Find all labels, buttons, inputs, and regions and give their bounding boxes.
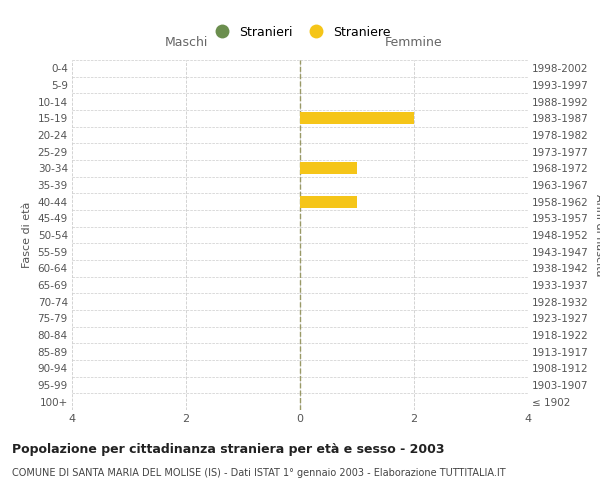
Text: Femmine: Femmine — [385, 36, 443, 49]
Bar — [300, 162, 357, 174]
Bar — [300, 112, 414, 124]
Text: Popolazione per cittadinanza straniera per età e sesso - 2003: Popolazione per cittadinanza straniera p… — [12, 442, 445, 456]
Text: Maschi: Maschi — [164, 36, 208, 49]
Legend: Stranieri, Straniere: Stranieri, Straniere — [205, 21, 395, 44]
Text: COMUNE DI SANTA MARIA DEL MOLISE (IS) - Dati ISTAT 1° gennaio 2003 - Elaborazion: COMUNE DI SANTA MARIA DEL MOLISE (IS) - … — [12, 468, 506, 477]
Y-axis label: Anni di nascita: Anni di nascita — [595, 194, 600, 276]
Bar — [300, 196, 357, 207]
Y-axis label: Fasce di età: Fasce di età — [22, 202, 32, 268]
